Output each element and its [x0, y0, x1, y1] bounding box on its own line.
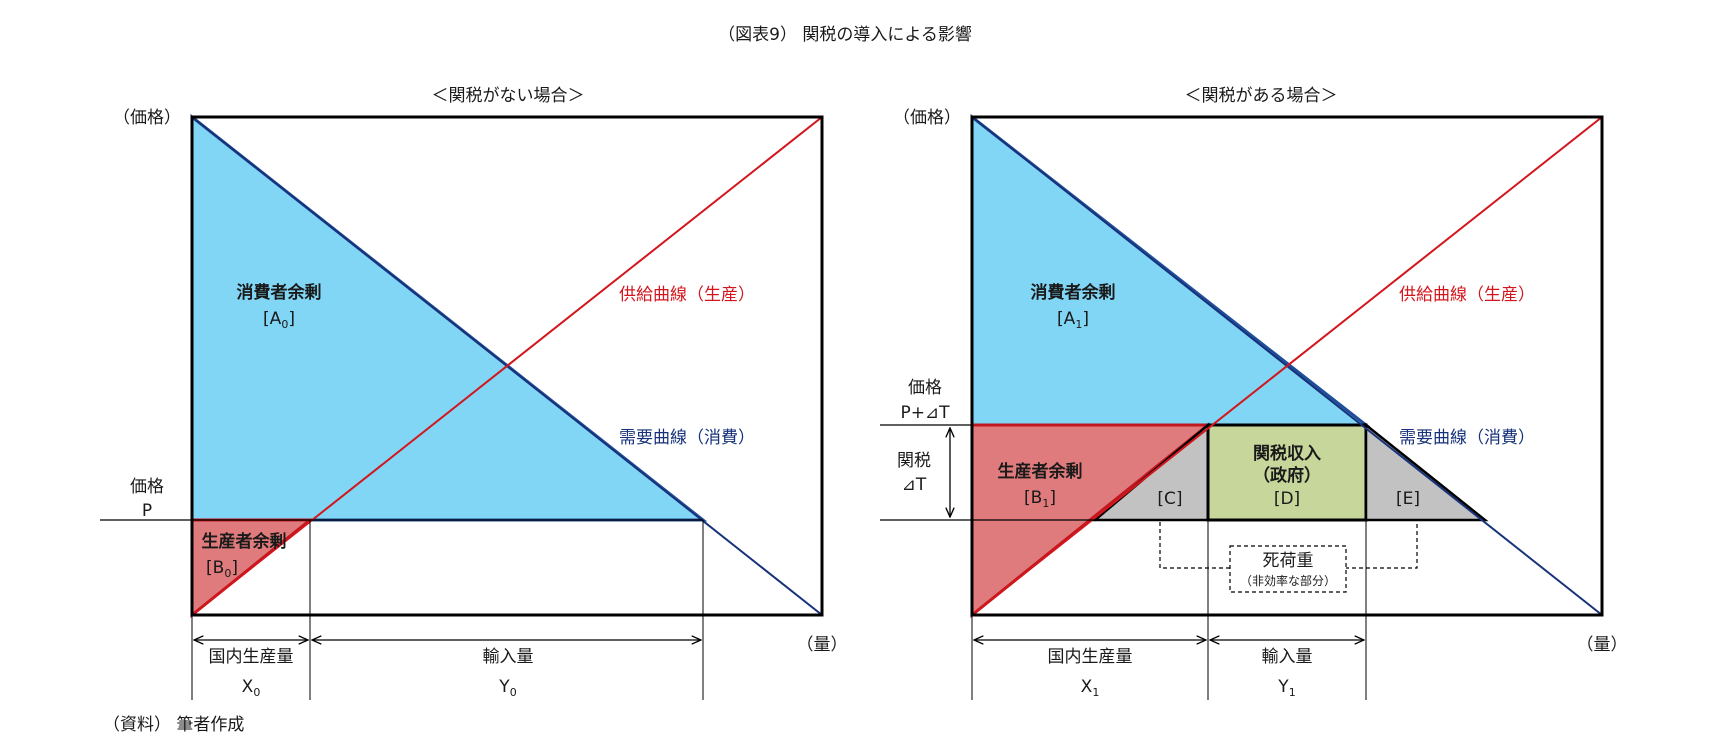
left-consumer-surplus-code: [A0]: [263, 309, 295, 331]
left-producer-surplus-label: 生産者余剰: [202, 531, 287, 552]
left-demand-curve-label: 需要曲線（消費）: [619, 428, 755, 448]
right-supply-curve-label: 供給曲線（生産）: [1399, 285, 1535, 305]
right-panel-heading: ＜関税がある場合＞: [1185, 86, 1338, 106]
right-domestic-production-symbol: X1: [1081, 677, 1100, 699]
right-tariff-label: 関税: [897, 451, 931, 471]
right-y-axis-label: （価格）: [893, 108, 961, 128]
figure-title: （図表9） 関税の導入による影響: [718, 25, 972, 45]
tariff-revenue-sublabel: （政府）: [1253, 465, 1321, 486]
right-x-axis-label: （量）: [1577, 635, 1628, 655]
left-supply-curve-label: 供給曲線（生産）: [619, 285, 755, 305]
deadweight-callout-box: [1229, 545, 1347, 593]
right-domestic-production-label: 国内生産量: [1048, 647, 1133, 667]
left-imports-label: 輸入量: [483, 647, 534, 667]
right-imports-symbol: Y1: [1277, 677, 1295, 699]
left-domestic-production-symbol: X0: [242, 677, 261, 699]
right-tariff-symbol: ⊿T: [902, 475, 927, 495]
left-panel-heading: ＜関税がない場合＞: [432, 86, 585, 106]
left-x-axis-label: （量）: [797, 635, 848, 655]
deadweight-label: 死荷重: [1263, 551, 1314, 571]
right-demand-curve-label: 需要曲線（消費）: [1399, 428, 1535, 448]
supply-curve: [191, 116, 823, 616]
area-c-label: [C]: [1157, 489, 1182, 509]
deadweight-bracket: [1159, 522, 1418, 569]
right-producer-surplus-code: [B1]: [1024, 488, 1056, 510]
deadweight-sublabel: （非効率な部分）: [1240, 573, 1336, 588]
source-note: （資料） 筆者作成: [103, 715, 244, 735]
right-plot-frame: [970, 115, 1604, 617]
left-domestic-production-label: 国内生産量: [209, 647, 294, 667]
right-imports-label: 輸入量: [1262, 647, 1313, 667]
left-price-label: 価格: [130, 477, 164, 497]
left-panel: ＜関税がない場合＞ （価格） （量） 価格 P 消費者余剰 [A0] 生産者余剰…: [100, 86, 848, 700]
right-price-label: 価格: [908, 378, 942, 398]
right-consumer-surplus-label: 消費者余剰: [1031, 282, 1116, 303]
left-producer-surplus-code: [B0]: [206, 558, 238, 580]
tariff-revenue-label: 関税収入: [1253, 443, 1321, 464]
left-consumer-surplus-label: 消費者余剰: [237, 282, 322, 303]
right-producer-surplus-label: 生産者余剰: [998, 461, 1083, 482]
left-imports-symbol: Y0: [498, 677, 516, 699]
area-e-label: [E]: [1396, 489, 1420, 509]
left-y-axis-label: （価格）: [113, 108, 181, 128]
right-panel: ＜関税がある場合＞ （価格） （量）: [880, 86, 1628, 700]
tariff-revenue-code: [D]: [1274, 489, 1300, 509]
right-consumer-surplus-code: [A1]: [1057, 309, 1089, 331]
right-price-with-tariff: P+⊿T: [900, 403, 950, 423]
left-price-symbol: P: [142, 501, 152, 521]
left-plot-frame: [190, 115, 824, 617]
supply-curve: [971, 116, 1603, 616]
deadweight-area-e: [1364, 422, 1489, 522]
